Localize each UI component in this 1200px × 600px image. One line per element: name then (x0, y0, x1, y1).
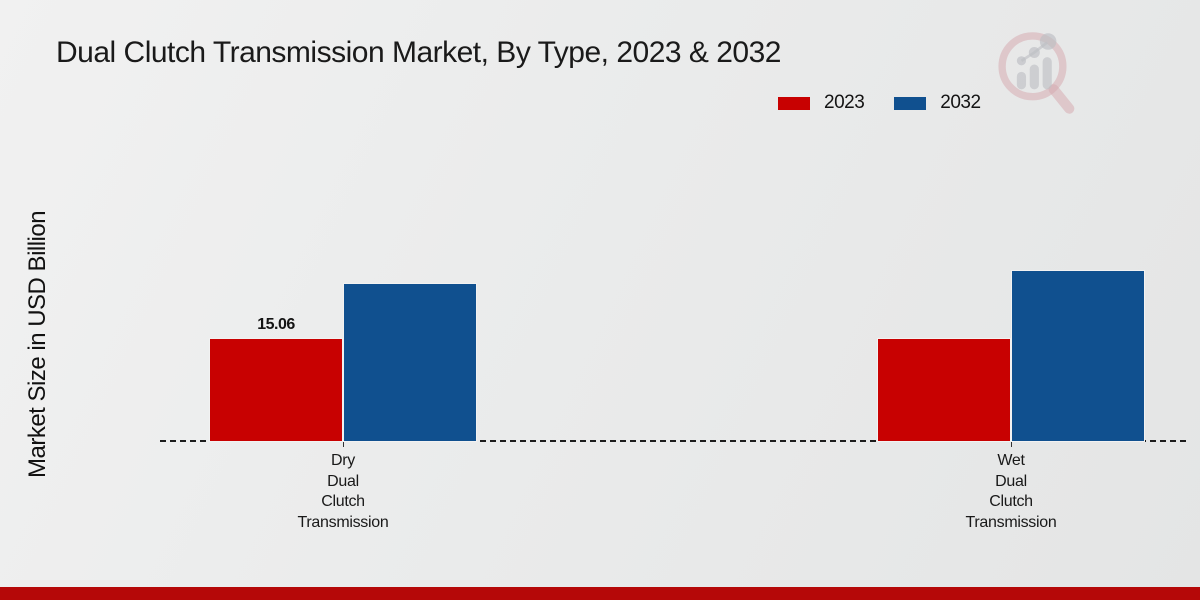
x-axis-tick (343, 442, 344, 447)
chart-title: Dual Clutch Transmission Market, By Type… (56, 36, 781, 69)
category-label-line: Dual (327, 472, 359, 490)
bar-wet-2032 (1011, 270, 1145, 442)
category-label-line: Wet (997, 452, 1025, 469)
category-label-line: Dry (331, 452, 355, 469)
category-label-line: Transmission (965, 513, 1057, 531)
category-label: Dry Dual Clutch Transmission (253, 451, 433, 533)
x-axis-tick (1011, 442, 1012, 447)
category-label-line: Clutch (989, 493, 1033, 510)
legend: 2023 2032 (778, 92, 981, 114)
category-label-line: Dual (995, 472, 1027, 490)
legend-label-2032: 2032 (940, 92, 981, 113)
magnifier-bar-chart-logo-icon (998, 32, 1075, 114)
legend-swatch-2032 (894, 96, 927, 110)
category-label-line: Transmission (297, 513, 389, 531)
bar-dry-2023 (209, 338, 343, 442)
footer-accent-bar (0, 587, 1200, 600)
category-label-line: Clutch (321, 493, 365, 510)
bar-dry-2032 (343, 283, 477, 442)
category-label: Wet Dual Clutch Transmission (921, 451, 1101, 533)
legend-label-2023: 2023 (824, 92, 865, 113)
bar-wet-2023 (877, 338, 1011, 442)
x-axis-dashed-line (160, 440, 1186, 442)
legend-item-2023: 2023 (778, 92, 865, 114)
brand-watermark (988, 24, 1088, 116)
legend-swatch-2023 (778, 96, 810, 110)
bar-value-label: 15.06 (257, 316, 295, 333)
legend-item-2032: 2032 (894, 92, 981, 114)
